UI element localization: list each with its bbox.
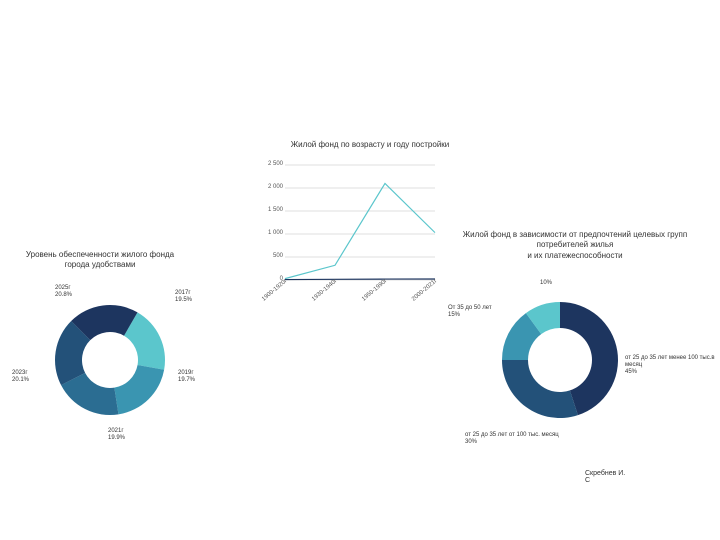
y-tick-label: 1 500: [261, 207, 283, 213]
donut-slice: [502, 360, 578, 418]
donut-slice-label: от 25 до 35 лет менее 100 тыс.в месяц 45…: [625, 355, 720, 377]
donut-slice-label: 10%: [540, 280, 552, 287]
author-name: Скребнев И. С: [585, 470, 625, 484]
donut-slice-label: 2017г 19.5%: [175, 290, 192, 304]
y-tick-label: 1 000: [261, 230, 283, 236]
donut-slice: [114, 365, 164, 414]
line-series: [285, 279, 435, 280]
line-chart: [285, 165, 437, 282]
donut-slice-label: От 35 до 50 лет 15%: [448, 305, 492, 319]
y-tick-label: 2 000: [261, 184, 283, 190]
y-tick-label: 2 500: [261, 161, 283, 167]
donut-slice-label: 2023г 20.1%: [12, 370, 29, 384]
donut-slice-label: 2021г 19.9%: [108, 428, 125, 442]
line-series: [285, 183, 435, 278]
line-chart-title: Жилой фонд по возрасту и году постройки: [270, 140, 470, 150]
donut-slice-label: 2019г 19.7%: [178, 370, 195, 384]
y-tick-label: 500: [261, 253, 283, 259]
donut-slice-label: от 25 до 35 лет от 100 тыс. месяц 30%: [465, 432, 559, 446]
donut-slice-label: 2025г 20.8%: [55, 285, 72, 299]
